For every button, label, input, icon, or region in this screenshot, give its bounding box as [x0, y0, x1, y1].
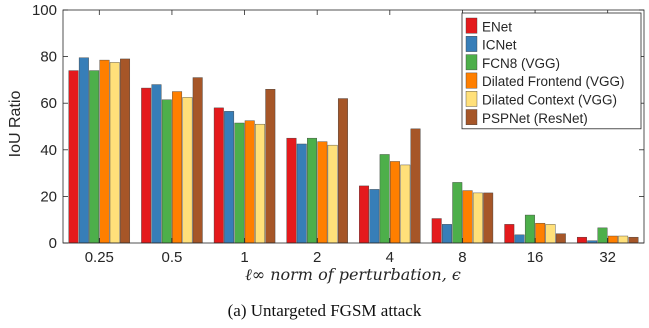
bar-dilated-frontend-vgg-0.25 [99, 59, 110, 244]
legend-label: PSPNet (ResNet) [482, 111, 588, 126]
y-tick-label: 100 [32, 2, 57, 19]
x-tick-label: 32 [599, 249, 616, 266]
bar-enet-0.25 [68, 70, 79, 244]
bar-dilated-context-vgg-0.25 [109, 62, 120, 244]
bar-icnet-0.5 [151, 84, 162, 244]
bar-enet-0.5 [141, 87, 152, 244]
legend-label: Dilated Context (VGG) [482, 93, 617, 108]
bar-enet-32 [576, 236, 587, 244]
bar-dilated-frontend-vgg-32 [607, 235, 618, 244]
legend-label: FCN8 (VGG) [482, 56, 560, 71]
bar-icnet-16 [514, 234, 525, 244]
bar-enet-16 [504, 224, 515, 244]
bar-pspnet-resnet-4 [410, 128, 421, 244]
bar-dilated-context-vgg-4 [400, 164, 411, 244]
bar-icnet-0.25 [78, 57, 89, 244]
bar-dilated-context-vgg-2 [327, 144, 338, 244]
bar-icnet-2 [296, 143, 307, 244]
bar-icnet-8 [442, 224, 452, 244]
bar-icnet-1 [224, 111, 235, 244]
bar-enet-1 [213, 107, 224, 244]
bar-pspnet-resnet-16 [555, 233, 566, 244]
y-tick-label: 40 [40, 142, 57, 159]
legend-box [461, 12, 642, 130]
x-tick-label: 8 [458, 249, 466, 266]
legend-swatch [465, 54, 478, 71]
bar-pspnet-resnet-0.5 [192, 77, 203, 244]
legend-label: ENet [482, 19, 512, 34]
chart-axes: 0 20 40 60 80 100 0.25 0.5 1 2 4 8 16 32 [32, 2, 645, 266]
bar-pspnet-resnet-2 [337, 98, 348, 244]
x-tick-label: 2 [313, 249, 321, 266]
y-tick-label: 80 [40, 49, 57, 66]
chart-legend: ENet ICNet FCN8 (VGG) Dilated Frontend (VGG… [461, 12, 642, 130]
x-axis-label: ℓ∞ norm of perturbation, ϵ [245, 265, 461, 284]
bar-fcn8-vgg-16 [524, 214, 535, 244]
bar-enet-4 [359, 185, 370, 244]
bar-pspnet-resnet-1 [265, 89, 276, 244]
legend-swatch [465, 17, 478, 34]
bar-dilated-frontend-vgg-16 [535, 222, 546, 244]
bar-pspnet-resnet-8 [483, 192, 494, 244]
x-tick-label: 16 [527, 249, 544, 266]
x-tick-label: 4 [386, 249, 394, 266]
bar-dilated-frontend-vgg-2 [317, 141, 328, 244]
figure-caption: (a) Untargeted FGSM attack [227, 301, 422, 320]
bar-fcn8-vgg-2 [307, 137, 317, 244]
bar-chart: 0 20 40 60 80 100 0.25 0.5 1 2 4 8 16 32 ENet ICNet FCN… [7, 2, 645, 284]
bar-dilated-context-vgg-16 [545, 224, 556, 244]
bar-dilated-context-vgg-0.5 [182, 97, 193, 244]
x-tick-label: 1 [240, 249, 248, 266]
bar-icnet-4 [369, 189, 380, 244]
bar-fcn8-vgg-0.25 [89, 70, 100, 244]
chart-marks [68, 57, 639, 244]
y-axis-label: IoU Ratio [7, 91, 24, 158]
bar-dilated-context-vgg-1 [255, 123, 265, 244]
legend-label: ICNet [482, 38, 517, 53]
bar-dilated-frontend-vgg-4 [390, 161, 400, 244]
bar-dilated-frontend-vgg-1 [244, 120, 255, 244]
bar-pspnet-resnet-32 [628, 236, 639, 244]
legend-swatch [465, 72, 478, 89]
bar-fcn8-vgg-32 [597, 227, 608, 244]
plot-frame [62, 9, 645, 244]
bar-fcn8-vgg-0.5 [161, 99, 172, 244]
bar-enet-8 [431, 218, 442, 244]
bar-enet-2 [286, 137, 297, 244]
y-tick-label: 20 [40, 188, 57, 205]
legend-swatch [465, 90, 478, 107]
bar-pspnet-resnet-0.25 [120, 58, 131, 244]
legend-swatch [465, 36, 478, 52]
legend-swatch [465, 109, 478, 126]
bar-fcn8-vgg-8 [452, 182, 463, 244]
x-tick-label: 0.5 [162, 249, 183, 266]
y-tick-label: 0 [49, 235, 57, 252]
y-tick-label: 60 [40, 95, 57, 112]
bar-fcn8-vgg-4 [379, 154, 390, 244]
legend-label: Dilated Frontend (VGG) [482, 74, 625, 89]
bar-dilated-frontend-vgg-0.5 [172, 91, 183, 244]
bar-fcn8-vgg-1 [234, 122, 245, 244]
bar-dilated-context-vgg-8 [472, 192, 483, 244]
x-tick-label: 0.25 [85, 249, 114, 266]
bar-dilated-context-vgg-32 [618, 235, 629, 244]
bar-dilated-frontend-vgg-8 [462, 190, 473, 244]
